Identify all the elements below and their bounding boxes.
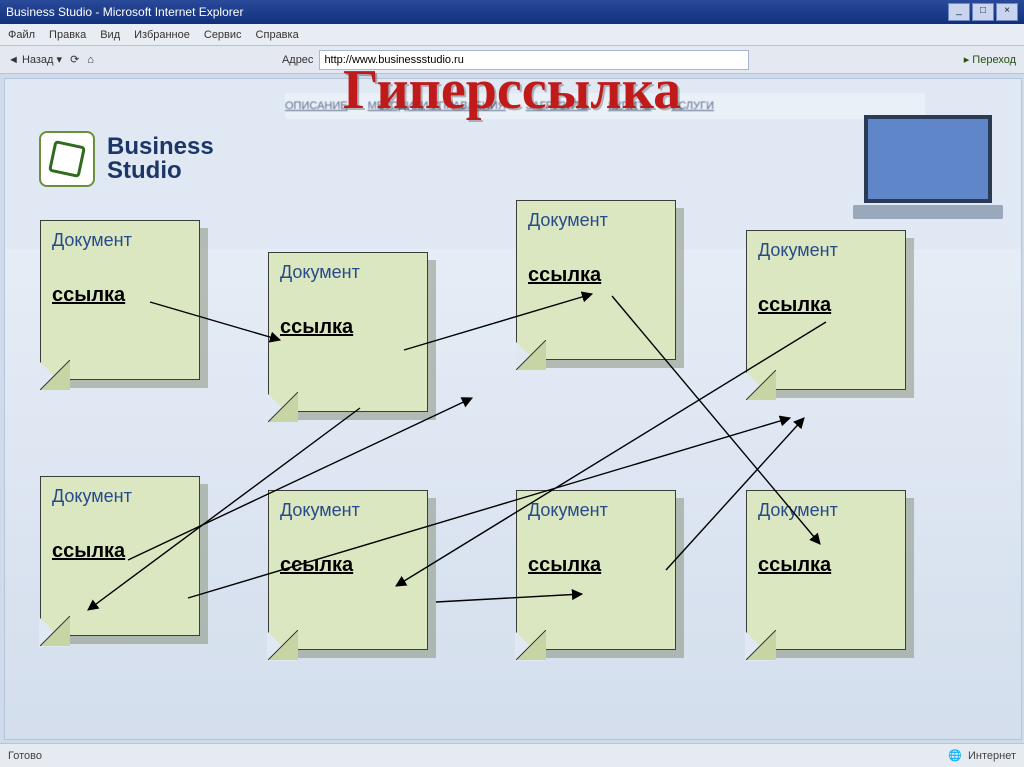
menu-bar: Файл Правка Вид Избранное Сервис Справка — [0, 24, 1024, 46]
doc-title: Документ — [52, 486, 132, 507]
menu-item[interactable]: Правка — [49, 29, 86, 41]
menu-item[interactable]: Избранное — [134, 29, 190, 41]
document-card: Документ ссылка — [40, 220, 210, 390]
globe-icon: 🌐 — [948, 749, 962, 762]
maximize-button[interactable]: □ — [972, 3, 994, 21]
document-card: Документ ссылка — [268, 490, 438, 660]
menu-item[interactable]: Файл — [8, 29, 35, 41]
window-buttons: _ □ × — [948, 3, 1018, 21]
doc-link[interactable]: ссылка — [52, 284, 125, 307]
close-button[interactable]: × — [996, 3, 1018, 21]
window-titlebar: Business Studio - Microsoft Internet Exp… — [0, 0, 1024, 24]
document-card: Документ ссылка — [746, 230, 916, 400]
document-card: Документ ссылка — [516, 200, 686, 370]
doc-title: Документ — [52, 230, 132, 251]
doc-title: Документ — [758, 240, 838, 261]
document-card: Документ ссылка — [40, 476, 210, 646]
document-card: Документ ссылка — [746, 490, 916, 660]
doc-title: Документ — [280, 262, 360, 283]
document-card: Документ ссылка — [268, 252, 438, 422]
status-bar: Готово 🌐 Интернет — [0, 743, 1024, 767]
stage: Business Studio - Microsoft Internet Exp… — [0, 0, 1024, 767]
doc-link[interactable]: ссылка — [52, 540, 125, 563]
menu-item[interactable]: Справка — [256, 29, 299, 41]
headline: Гиперссылка — [0, 58, 1024, 122]
doc-title: Документ — [528, 500, 608, 521]
doc-link[interactable]: ссылка — [758, 294, 831, 317]
status-right-text: Интернет — [968, 750, 1016, 762]
status-left: Готово — [8, 750, 42, 762]
logo: Business Studio — [39, 131, 214, 187]
logo-line1: Business — [107, 135, 214, 159]
menu-item[interactable]: Сервис — [204, 29, 242, 41]
laptop-graphic — [853, 115, 1003, 225]
document-card: Документ ссылка — [516, 490, 686, 660]
doc-title: Документ — [758, 500, 838, 521]
doc-link[interactable]: ссылка — [280, 554, 353, 577]
doc-link[interactable]: ссылка — [280, 316, 353, 339]
logo-icon — [39, 131, 95, 187]
doc-link[interactable]: ссылка — [528, 554, 601, 577]
status-right: 🌐 Интернет — [948, 749, 1016, 762]
minimize-button[interactable]: _ — [948, 3, 970, 21]
menu-item[interactable]: Вид — [100, 29, 120, 41]
logo-line2: Studio — [107, 159, 214, 183]
doc-link[interactable]: ссылка — [528, 264, 601, 287]
doc-title: Документ — [280, 500, 360, 521]
window-title: Business Studio - Microsoft Internet Exp… — [6, 5, 243, 19]
doc-link[interactable]: ссылка — [758, 554, 831, 577]
doc-title: Документ — [528, 210, 608, 231]
logo-text: Business Studio — [107, 135, 214, 183]
